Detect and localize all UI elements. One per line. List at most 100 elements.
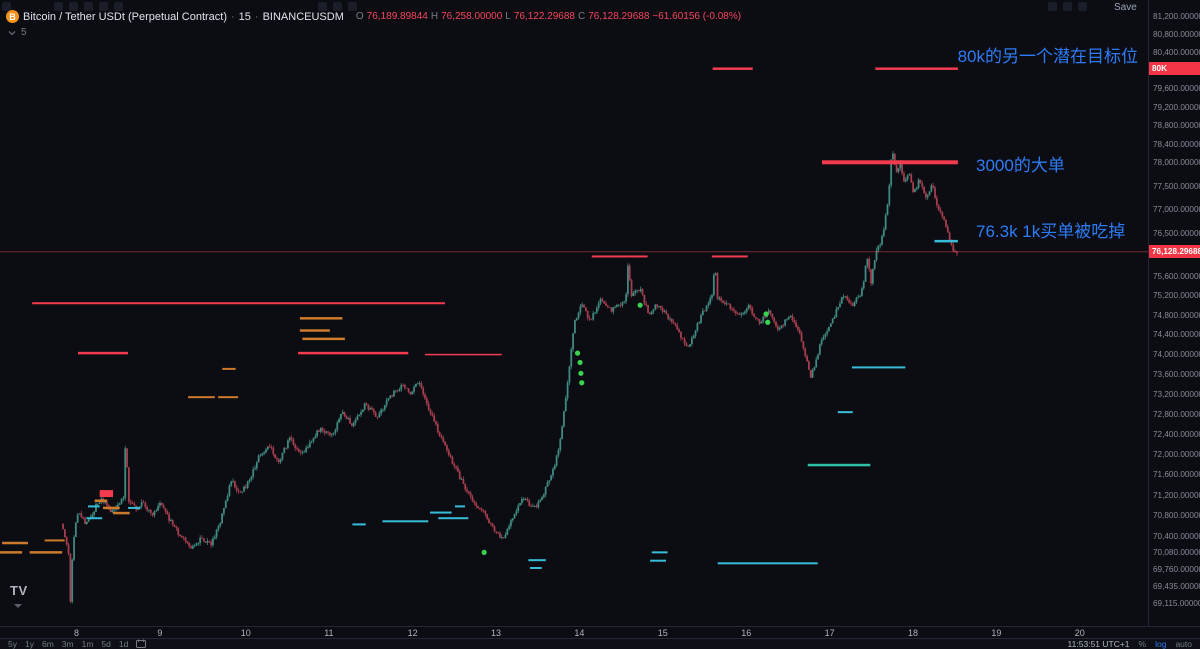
- symbol-title[interactable]: Bitcoin / Tether USDt (Perpetual Contrac…: [23, 10, 227, 23]
- range-button-5d[interactable]: 5d: [101, 639, 111, 649]
- price-axis-label: 69,435.00000: [1153, 582, 1200, 592]
- price-axis-label: 72,000.00000: [1153, 449, 1200, 459]
- separator-dot: ·: [254, 10, 259, 23]
- price-axis-label: 73,600.00000: [1153, 369, 1200, 379]
- annotation-3000-order[interactable]: 3000的大单: [976, 156, 1065, 175]
- price-axis-label: 79,200.00000: [1153, 102, 1200, 112]
- bottom-toolbar: 5y 1y 6m 3m 1m 5d 1d 11:53:51 UTC+1 % log auto: [0, 638, 1200, 649]
- price-axis[interactable]: 81,200.0000080,800.0000080,400.0000080,0…: [1148, 0, 1200, 626]
- low-value: 76,122.29688: [513, 11, 575, 22]
- time-axis-label: 15: [657, 628, 668, 638]
- range-button-3m[interactable]: 3m: [61, 639, 74, 649]
- range-button-6m[interactable]: 6m: [41, 639, 54, 649]
- price-axis-label: 70,800.00000: [1153, 511, 1200, 521]
- watermark-arrow-icon: [14, 604, 22, 608]
- indicators-icon[interactable]: [99, 2, 108, 11]
- log-scale-button[interactable]: log: [1155, 639, 1167, 649]
- time-axis-label: 17: [824, 628, 835, 638]
- interval-icon[interactable]: [69, 2, 78, 11]
- price-axis-label: 78,800.00000: [1153, 121, 1200, 131]
- price-axis-label: 74,000.00000: [1153, 350, 1200, 360]
- time-axis-label: 9: [157, 628, 163, 638]
- price-axis-label: 72,400.00000: [1153, 429, 1200, 439]
- price-axis-label: 80,400.00000: [1153, 47, 1200, 57]
- price-axis-label: 78,400.00000: [1153, 139, 1200, 149]
- exchange-label[interactable]: BINANCEUSDM: [262, 10, 344, 23]
- price-axis-label: 70,400.00000: [1153, 531, 1200, 541]
- time-axis-label: 20: [1074, 628, 1085, 638]
- candlestick-chart-canvas[interactable]: [0, 0, 1148, 628]
- time-axis-label: 11: [324, 628, 334, 638]
- close-label: C: [577, 11, 586, 22]
- time-axis-label: 12: [407, 628, 418, 638]
- price-axis-label: 76,500.00000: [1153, 228, 1200, 238]
- bitcoin-logo-icon: B: [6, 10, 19, 23]
- price-axis-label: 78,000.00000: [1153, 158, 1200, 168]
- price-axis-label: 77,500.00000: [1153, 181, 1200, 191]
- close-value: 76,128.29688: [588, 11, 650, 22]
- open-value: 76,189.89844: [366, 11, 428, 22]
- tradingview-watermark: TV: [10, 583, 28, 598]
- alert-icon[interactable]: [114, 2, 123, 11]
- interval-label[interactable]: 15: [238, 10, 251, 23]
- redo-icon[interactable]: [333, 2, 342, 11]
- price-axis-label: 70,080.00000: [1153, 548, 1200, 558]
- symbol-search-icon[interactable]: [54, 2, 63, 11]
- chevron-down-icon[interactable]: [8, 29, 16, 37]
- price-axis-label: 71,200.00000: [1153, 490, 1200, 500]
- price-axis-label: 69,760.00000: [1153, 565, 1200, 575]
- price-axis-label: 74,800.00000: [1153, 310, 1200, 320]
- price-badge: 76,128.29688: [1149, 244, 1200, 258]
- time-axis-label: 14: [574, 628, 585, 638]
- menu-icon[interactable]: [2, 2, 11, 11]
- price-axis-label: 69,115.00000: [1153, 598, 1200, 608]
- change-value: −61.60156 (-0.08%): [652, 11, 742, 22]
- price-axis-label: 73,200.00000: [1153, 389, 1200, 399]
- high-label: H: [430, 11, 439, 22]
- high-value: 76,258.00000: [441, 11, 503, 22]
- go-to-date-icon[interactable]: [136, 639, 147, 649]
- clock[interactable]: 11:53:51 UTC+1: [1068, 639, 1130, 649]
- indicator-legend[interactable]: 5: [21, 27, 27, 38]
- price-axis-label: 75,200.00000: [1153, 291, 1200, 301]
- range-button-5y[interactable]: 5y: [8, 639, 17, 649]
- time-axis-label: 13: [491, 628, 502, 638]
- time-axis[interactable]: 8 9 10 11 12 13 14 15 16 17 18 19 20: [0, 626, 1200, 639]
- price-axis-label: 77,000.00000: [1153, 205, 1200, 215]
- time-axis-label: 10: [240, 628, 251, 638]
- percent-scale-button[interactable]: %: [1138, 639, 1147, 649]
- annotation-80k-target[interactable]: 80k的另一个潜在目标位: [957, 47, 1138, 66]
- settings-gear-icon[interactable]: [1063, 2, 1072, 11]
- range-button-1y[interactable]: 1y: [24, 639, 34, 649]
- price-axis-label: 75,600.00000: [1153, 272, 1200, 282]
- symbol-legend: B Bitcoin / Tether USDt (Perpetual Contr…: [6, 10, 741, 38]
- price-axis-label: 72,800.00000: [1153, 409, 1200, 419]
- price-axis-label: 80,800.00000: [1153, 29, 1200, 39]
- open-label: O: [355, 11, 364, 22]
- price-badge: 80K: [1149, 61, 1200, 75]
- price-axis-label: 81,200.00000: [1153, 11, 1200, 21]
- price-axis-label: 79,600.00000: [1153, 84, 1200, 94]
- time-axis-label: 8: [74, 628, 80, 638]
- price-axis-label: 71,600.00000: [1153, 470, 1200, 480]
- undo-icon[interactable]: [318, 2, 327, 11]
- annotation-76k-buy-eaten[interactable]: 76.3k 1k买单被吃掉: [976, 222, 1126, 241]
- low-label: L: [505, 11, 511, 22]
- separator-dot: ·: [231, 10, 235, 23]
- clock-time: 11:53:51: [1067, 639, 1100, 649]
- price-axis-label: 74,400.00000: [1153, 330, 1200, 340]
- fullscreen-icon[interactable]: [1078, 2, 1087, 11]
- save-button[interactable]: Save: [1114, 2, 1137, 13]
- range-buttons: 5y 1y 6m 3m 1m 5d 1d: [8, 639, 128, 649]
- time-axis-label: 18: [908, 628, 919, 638]
- time-axis-label: 16: [741, 628, 752, 638]
- range-button-1m[interactable]: 1m: [81, 639, 94, 649]
- layout-icon[interactable]: [348, 2, 357, 11]
- chart-type-icon[interactable]: [84, 2, 93, 11]
- ohlc-values: O 76,189.89844 H 76,258.00000 L 76,122.2968…: [356, 11, 741, 22]
- range-button-1d[interactable]: 1d: [118, 639, 129, 649]
- search-icon[interactable]: [1048, 2, 1057, 11]
- auto-scale-button[interactable]: auto: [1175, 639, 1192, 649]
- clock-timezone: UTC+1: [1102, 639, 1130, 649]
